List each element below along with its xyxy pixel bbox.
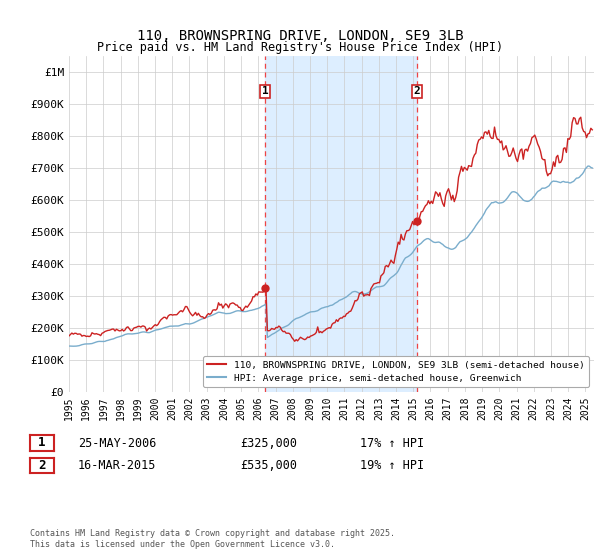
Text: 2: 2 xyxy=(38,459,46,472)
Text: 1: 1 xyxy=(262,86,268,96)
Text: Price paid vs. HM Land Registry's House Price Index (HPI): Price paid vs. HM Land Registry's House … xyxy=(97,41,503,54)
Text: 16-MAR-2015: 16-MAR-2015 xyxy=(78,459,157,473)
Text: 17% ↑ HPI: 17% ↑ HPI xyxy=(360,437,424,450)
Text: 2: 2 xyxy=(413,86,420,96)
Text: 110, BROWNSPRING DRIVE, LONDON, SE9 3LB: 110, BROWNSPRING DRIVE, LONDON, SE9 3LB xyxy=(137,29,463,44)
Text: 25-MAY-2006: 25-MAY-2006 xyxy=(78,437,157,450)
Text: 19% ↑ HPI: 19% ↑ HPI xyxy=(360,459,424,473)
Text: £325,000: £325,000 xyxy=(240,437,297,450)
Bar xyxy=(265,56,417,392)
Text: 1: 1 xyxy=(38,436,46,450)
Text: Contains HM Land Registry data © Crown copyright and database right 2025.
This d: Contains HM Land Registry data © Crown c… xyxy=(30,529,395,549)
Legend: 110, BROWNSPRING DRIVE, LONDON, SE9 3LB (semi-detached house), HPI: Average pric: 110, BROWNSPRING DRIVE, LONDON, SE9 3LB … xyxy=(203,356,589,388)
Text: £535,000: £535,000 xyxy=(240,459,297,473)
